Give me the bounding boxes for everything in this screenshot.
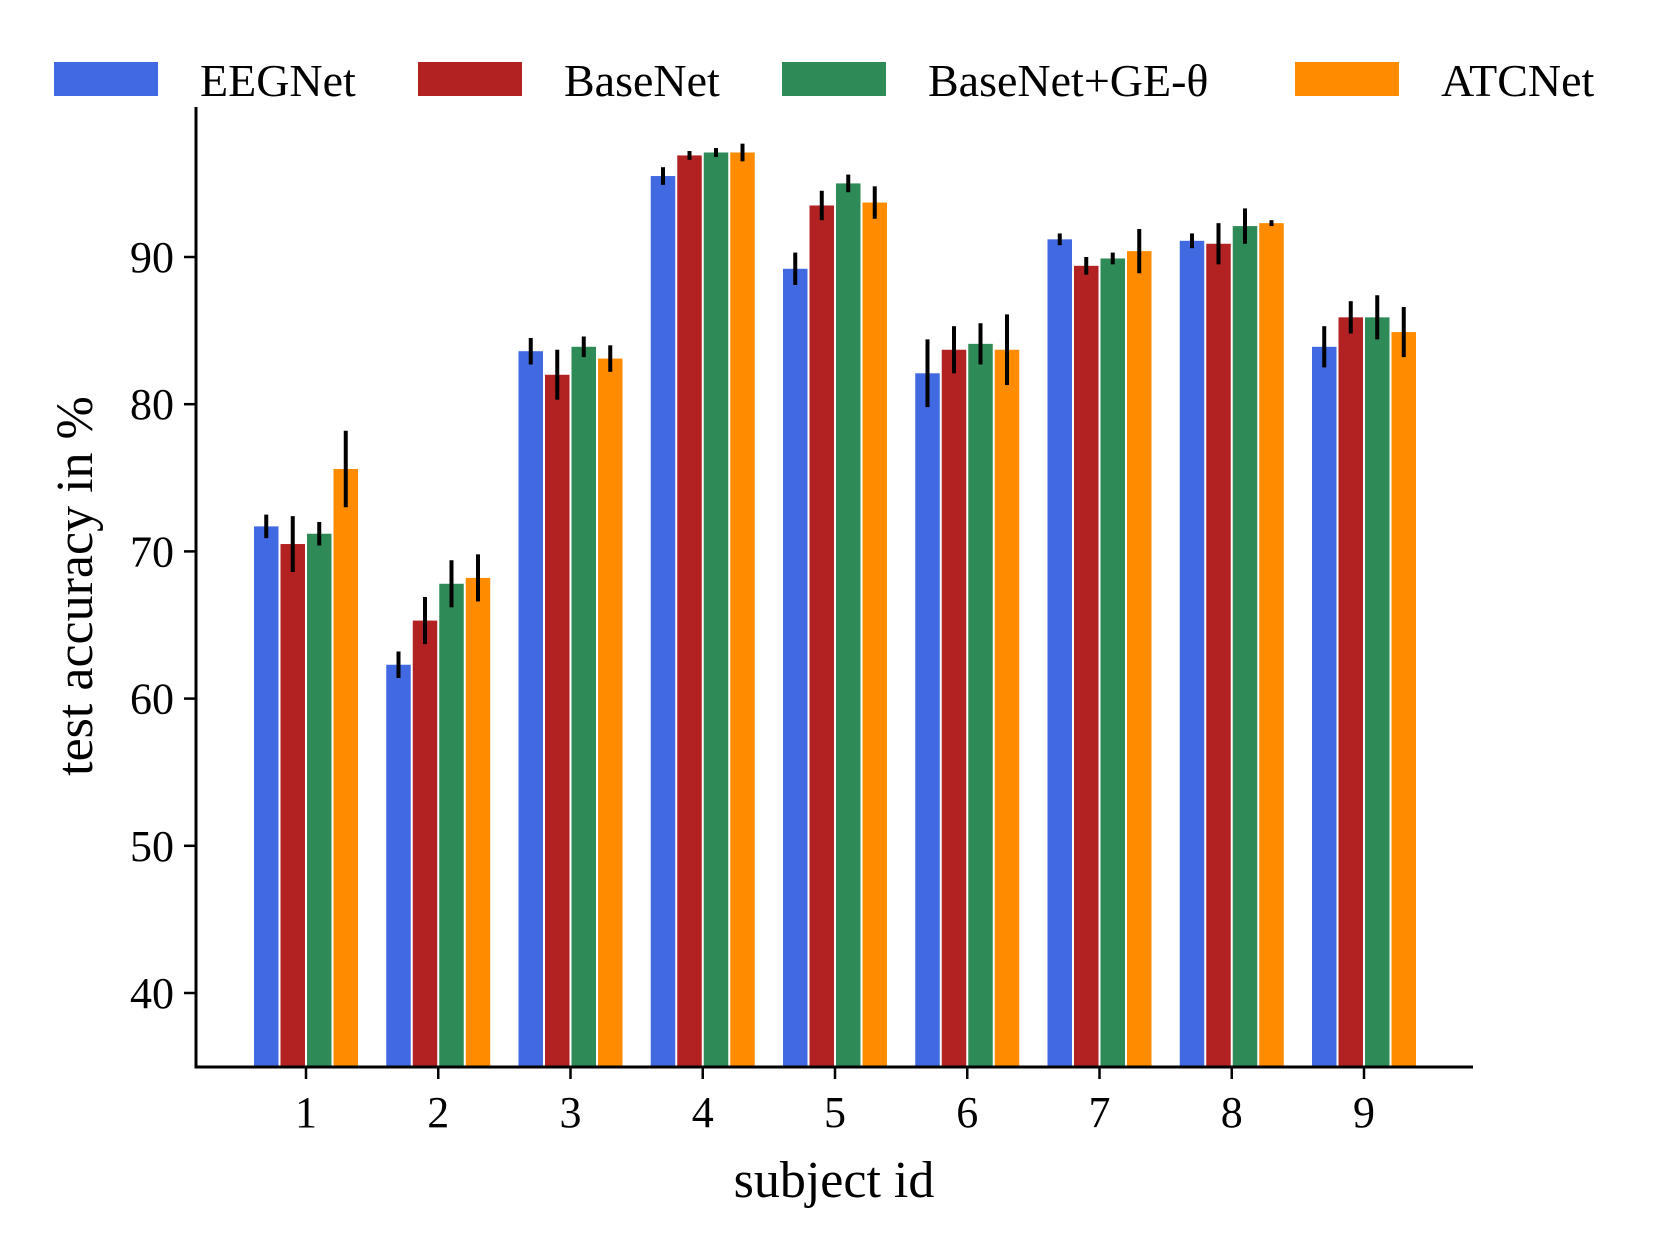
bar (1100, 258, 1125, 1068)
bar (1391, 332, 1416, 1067)
bar (809, 205, 834, 1068)
legend-label: ATCNet (1441, 55, 1595, 106)
bar (1179, 240, 1205, 1067)
y-axis-title: test accuracy in % (47, 396, 104, 776)
bar (730, 152, 755, 1068)
bar (598, 358, 623, 1067)
x-tick-label: 3 (560, 1088, 582, 1137)
y-tick-label: 40 (130, 969, 174, 1018)
bar (412, 620, 438, 1067)
bar (307, 533, 332, 1067)
y-tick-label: 60 (130, 675, 174, 724)
x-tick-label: 8 (1221, 1088, 1243, 1137)
bar (1259, 223, 1284, 1067)
bar (703, 152, 729, 1068)
bar (333, 468, 358, 1068)
legend-swatch (418, 62, 522, 96)
legend-label: EEGNet (200, 55, 356, 106)
y-tick-label: 50 (130, 822, 174, 871)
bar (677, 155, 702, 1067)
legend-swatch (782, 62, 886, 96)
bar (439, 583, 464, 1067)
bar (994, 349, 1020, 1067)
x-axis-title: subject id (734, 1152, 935, 1209)
x-tick-label: 5 (824, 1088, 846, 1137)
bar (1232, 226, 1258, 1068)
legend-swatch (54, 62, 158, 96)
x-tick-label: 6 (956, 1088, 978, 1137)
bar (650, 176, 676, 1068)
bar (571, 346, 596, 1067)
y-tick-label: 90 (130, 233, 174, 282)
bar (545, 374, 570, 1067)
legend-swatch (1295, 62, 1399, 96)
x-tick-label: 4 (692, 1088, 714, 1137)
bar (280, 544, 305, 1067)
bar (915, 373, 940, 1067)
bar (518, 351, 543, 1068)
legend-label: BaseNet+GE-θ (928, 55, 1208, 106)
y-tick-label: 80 (130, 380, 174, 429)
bar (1338, 317, 1363, 1068)
bar (1074, 265, 1099, 1068)
bar (386, 664, 411, 1067)
bar (1047, 239, 1072, 1068)
bar (1206, 243, 1231, 1067)
x-ticks: 1 2 3 4 5 6 7 8 9 (295, 1067, 1375, 1137)
axes: 40 50 60 70 80 90 1 2 3 4 5 6 7 8 9 subject id test a… (47, 107, 1473, 1209)
x-tick-label: 1 (295, 1088, 317, 1137)
legend: EEGNet BaseNet BaseNet+GE-θ ATCNet (54, 55, 1595, 106)
bar (1312, 346, 1337, 1067)
bar (1127, 251, 1152, 1068)
bar (862, 202, 887, 1068)
x-tick-label: 9 (1353, 1088, 1375, 1137)
legend-label: BaseNet (564, 55, 720, 106)
bar (941, 349, 967, 1067)
y-tick-label: 70 (130, 527, 174, 576)
bar (465, 577, 491, 1067)
bar (783, 268, 808, 1067)
x-tick-label: 2 (427, 1088, 449, 1137)
bar (254, 526, 279, 1067)
bar (836, 183, 861, 1067)
y-ticks: 40 50 60 70 80 90 (130, 233, 196, 1018)
bar (968, 343, 993, 1068)
bar (1365, 317, 1390, 1068)
x-tick-label: 7 (1089, 1088, 1111, 1137)
plot-area (254, 143, 1416, 1068)
